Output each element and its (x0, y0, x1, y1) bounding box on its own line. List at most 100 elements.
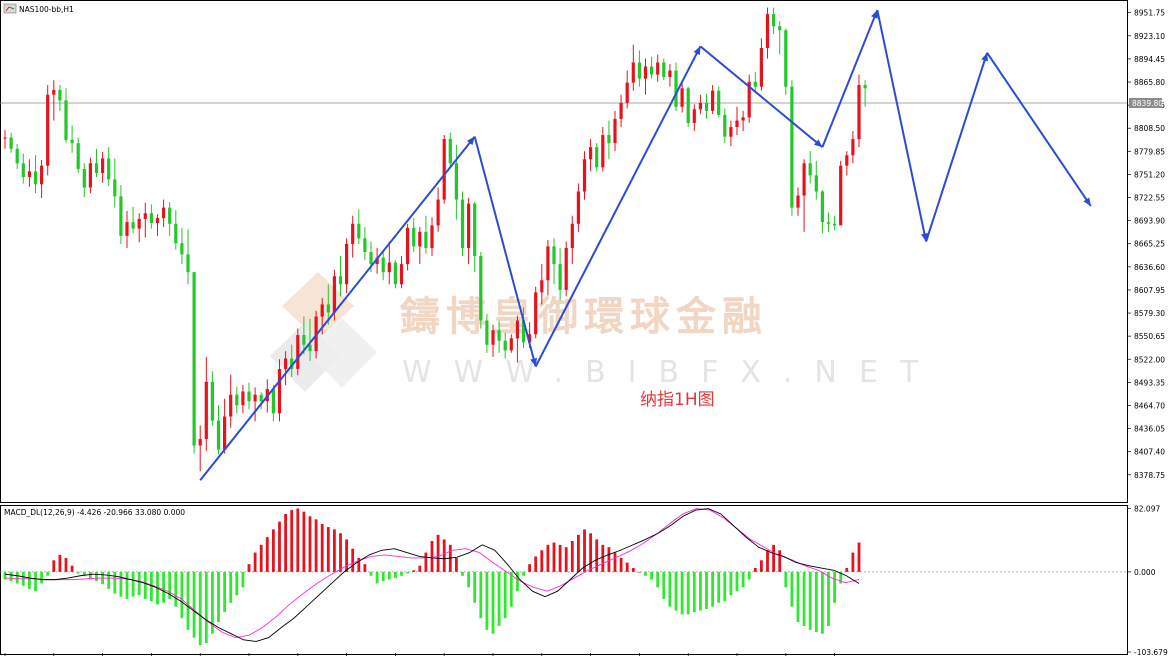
candle-body (94, 163, 99, 173)
macd-hist-bar (381, 571, 385, 582)
candle-body (296, 335, 300, 369)
candle-body (473, 203, 477, 257)
trend-line[interactable] (876, 9, 928, 242)
macd-hist-bar (436, 534, 440, 572)
price-tick-label: 8665.25 (1134, 240, 1165, 249)
trend-segment[interactable] (534, 45, 702, 367)
candle-body (765, 14, 770, 48)
candle (131, 206, 135, 234)
candle (631, 44, 635, 91)
macd-hist-bar (839, 571, 843, 584)
candle-body (162, 207, 166, 219)
candle-body (839, 165, 843, 226)
candle-body (521, 320, 526, 343)
macd-hist-bar (198, 571, 202, 646)
candle (564, 241, 568, 297)
candle-body (845, 155, 849, 166)
macd-axis: 82.097 0.000 -103.679 (1127, 504, 1168, 656)
candle (521, 307, 526, 348)
candle (88, 157, 92, 194)
candle (210, 371, 214, 426)
candle (473, 202, 477, 273)
macd-hist-bar (650, 571, 653, 580)
candle-body (680, 88, 684, 107)
trend-segment[interactable] (199, 136, 476, 481)
trend-line[interactable] (199, 136, 476, 481)
candle (698, 94, 702, 115)
candle (259, 392, 263, 410)
candle (595, 143, 599, 172)
candle (741, 110, 745, 132)
macd-hist-bar (644, 571, 647, 576)
candle-body (601, 135, 605, 168)
trend-line[interactable] (534, 45, 702, 367)
macd-hist-bar (296, 508, 300, 572)
candle (198, 425, 202, 472)
trend-segment[interactable] (473, 136, 537, 367)
trend-segment[interactable] (699, 45, 824, 148)
trend-line[interactable] (699, 45, 824, 148)
candle-body (692, 109, 696, 123)
candle-body (76, 143, 80, 169)
candle (70, 125, 74, 153)
candle-body (143, 213, 147, 219)
candle-body (558, 264, 562, 290)
trend-segment[interactable] (876, 9, 928, 242)
macd-hist-bar (95, 571, 98, 582)
candle-body (369, 252, 373, 265)
candle (363, 227, 367, 261)
macd-hist-bar (211, 571, 214, 634)
candle-body (210, 381, 214, 421)
candle (820, 189, 824, 234)
candle-body (534, 292, 538, 335)
trend-line[interactable] (821, 9, 879, 148)
macd-hist-bar (363, 564, 367, 572)
macd-hist-bar (394, 571, 397, 579)
trend-line[interactable] (986, 52, 1092, 207)
trend-segment[interactable] (821, 9, 879, 148)
candle-body (40, 165, 44, 185)
candle (686, 86, 690, 127)
candle (143, 202, 147, 238)
candle (601, 127, 605, 172)
macd-hist-bar (772, 544, 775, 572)
candle-body (436, 199, 440, 226)
candle-body (375, 257, 379, 265)
macd-hist-bar (180, 571, 184, 619)
macd-hist-bar (686, 571, 690, 615)
macd-hist-bar (729, 571, 733, 596)
trend-segment[interactable] (925, 52, 989, 242)
candle (570, 215, 574, 265)
price-tick-label: 8493.35 (1134, 378, 1165, 387)
candle-body (589, 147, 593, 160)
candle-body (235, 394, 239, 406)
macd-hist-bar (814, 571, 818, 633)
price-tick-label: 8865.80 (1134, 78, 1165, 87)
candle-body (479, 256, 483, 321)
candle-body (668, 70, 672, 77)
macd-hist-bar (723, 571, 727, 602)
candle-body (631, 62, 635, 83)
candle (778, 21, 782, 55)
macd-hist-bar (461, 571, 464, 576)
candle (497, 320, 501, 353)
candle (662, 58, 666, 81)
trend-line[interactable] (925, 52, 989, 242)
candle-body (223, 416, 227, 450)
candle (619, 94, 623, 127)
candle (491, 324, 495, 357)
trend-line[interactable] (473, 136, 538, 367)
macd-hist-bar (204, 571, 208, 643)
price-tick-label: 8779.85 (1134, 147, 1165, 156)
candle (46, 85, 50, 176)
candle (656, 54, 660, 82)
candle-body (863, 85, 867, 89)
candle-body (723, 114, 727, 137)
trend-lines[interactable] (199, 9, 1092, 481)
candle-body (131, 222, 135, 229)
macd-hist-bar (64, 557, 68, 572)
macd-signal-line (4, 508, 860, 639)
macd-hist-bar (70, 565, 74, 572)
trend-segment[interactable] (986, 52, 1092, 207)
macd-hist-bar (692, 571, 696, 613)
